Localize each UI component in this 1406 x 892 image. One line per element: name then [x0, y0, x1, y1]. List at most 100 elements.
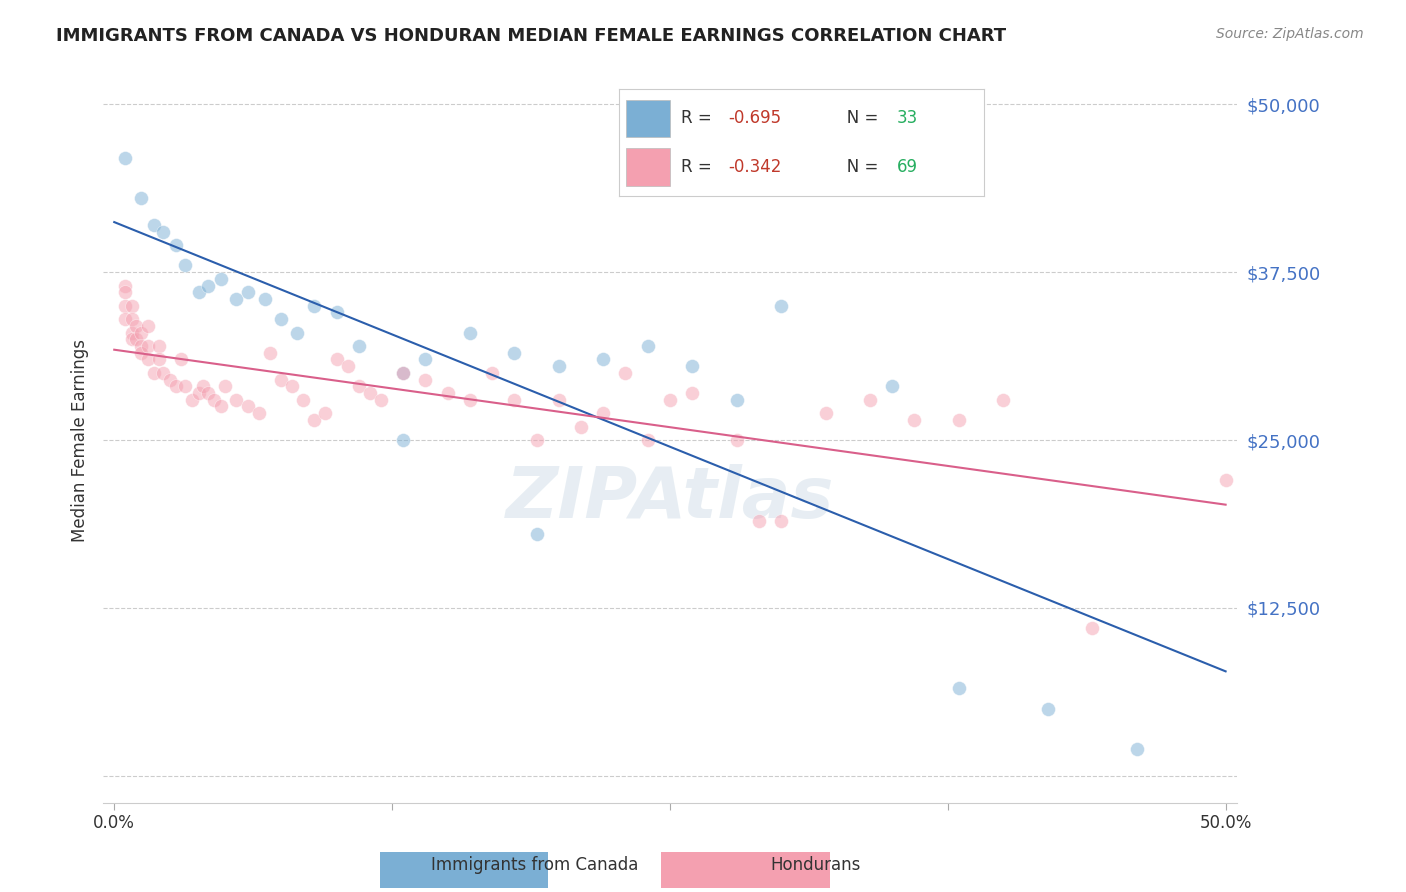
- Point: [236, 400, 259, 414]
- Point: [681, 386, 703, 401]
- Point: [304, 299, 326, 313]
- Point: [292, 392, 315, 407]
- Point: [948, 413, 970, 427]
- Point: [415, 352, 437, 367]
- Point: [547, 392, 569, 407]
- Point: [114, 278, 136, 293]
- Point: [882, 379, 904, 393]
- Point: [209, 400, 232, 414]
- Point: [458, 392, 481, 407]
- Point: [148, 339, 170, 353]
- Point: [129, 339, 152, 353]
- Point: [415, 373, 437, 387]
- Point: [526, 433, 548, 447]
- Point: [125, 318, 148, 333]
- Point: [202, 392, 225, 407]
- Point: [748, 514, 770, 528]
- Point: [281, 379, 304, 393]
- Point: [1215, 473, 1237, 487]
- Point: [725, 392, 748, 407]
- Text: R =: R =: [681, 109, 717, 127]
- Point: [114, 285, 136, 300]
- Point: [637, 339, 659, 353]
- Point: [547, 359, 569, 373]
- Point: [136, 352, 159, 367]
- Point: [181, 392, 204, 407]
- Point: [569, 419, 592, 434]
- Point: [993, 392, 1015, 407]
- Point: [392, 366, 415, 380]
- Point: [129, 345, 152, 359]
- Text: Immigrants from Canada: Immigrants from Canada: [430, 856, 638, 874]
- Point: [314, 406, 336, 420]
- Point: [658, 392, 681, 407]
- Point: [1036, 701, 1059, 715]
- Point: [187, 386, 209, 401]
- Point: [325, 305, 347, 319]
- Point: [637, 433, 659, 447]
- Point: [159, 373, 181, 387]
- Text: Source: ZipAtlas.com: Source: ZipAtlas.com: [1216, 27, 1364, 41]
- Point: [152, 225, 174, 239]
- Point: [166, 379, 188, 393]
- Text: -0.695: -0.695: [728, 109, 782, 127]
- Point: [197, 386, 219, 401]
- Y-axis label: Median Female Earnings: Median Female Earnings: [72, 339, 89, 541]
- Text: R =: R =: [681, 159, 717, 177]
- Point: [436, 386, 458, 401]
- Point: [152, 366, 174, 380]
- Point: [114, 151, 136, 165]
- Point: [143, 218, 166, 232]
- Text: -0.342: -0.342: [728, 159, 782, 177]
- Point: [725, 433, 748, 447]
- Point: [359, 386, 381, 401]
- Point: [114, 299, 136, 313]
- Point: [336, 359, 359, 373]
- Point: [197, 278, 219, 293]
- Point: [1125, 742, 1147, 756]
- Point: [948, 681, 970, 696]
- Point: [325, 352, 347, 367]
- Point: [503, 392, 526, 407]
- Point: [859, 392, 882, 407]
- Point: [166, 238, 188, 252]
- Point: [225, 292, 247, 306]
- Point: [1081, 621, 1104, 635]
- Point: [121, 299, 143, 313]
- Point: [592, 352, 614, 367]
- Point: [259, 345, 281, 359]
- Point: [270, 373, 292, 387]
- Point: [174, 259, 197, 273]
- Point: [114, 312, 136, 326]
- Point: [129, 191, 152, 205]
- Point: [136, 318, 159, 333]
- Point: [170, 352, 193, 367]
- Point: [285, 326, 308, 340]
- Point: [125, 332, 148, 346]
- Point: [392, 433, 415, 447]
- Point: [121, 312, 143, 326]
- Point: [236, 285, 259, 300]
- Text: ZIPAtlas: ZIPAtlas: [506, 464, 834, 533]
- Point: [143, 366, 166, 380]
- Point: [187, 285, 209, 300]
- Text: Hondurans: Hondurans: [770, 856, 860, 874]
- Point: [247, 406, 270, 420]
- Bar: [626, 148, 669, 186]
- Point: [526, 527, 548, 541]
- Text: IMMIGRANTS FROM CANADA VS HONDURAN MEDIAN FEMALE EARNINGS CORRELATION CHART: IMMIGRANTS FROM CANADA VS HONDURAN MEDIA…: [56, 27, 1007, 45]
- Point: [903, 413, 925, 427]
- Point: [129, 326, 152, 340]
- Point: [347, 339, 370, 353]
- Point: [191, 379, 214, 393]
- Text: 33: 33: [897, 109, 918, 127]
- Point: [136, 339, 159, 353]
- Point: [458, 326, 481, 340]
- Bar: [626, 100, 669, 137]
- Point: [304, 413, 326, 427]
- Point: [209, 272, 232, 286]
- Point: [121, 326, 143, 340]
- Text: N =: N =: [831, 159, 883, 177]
- Point: [370, 392, 392, 407]
- Point: [254, 292, 277, 306]
